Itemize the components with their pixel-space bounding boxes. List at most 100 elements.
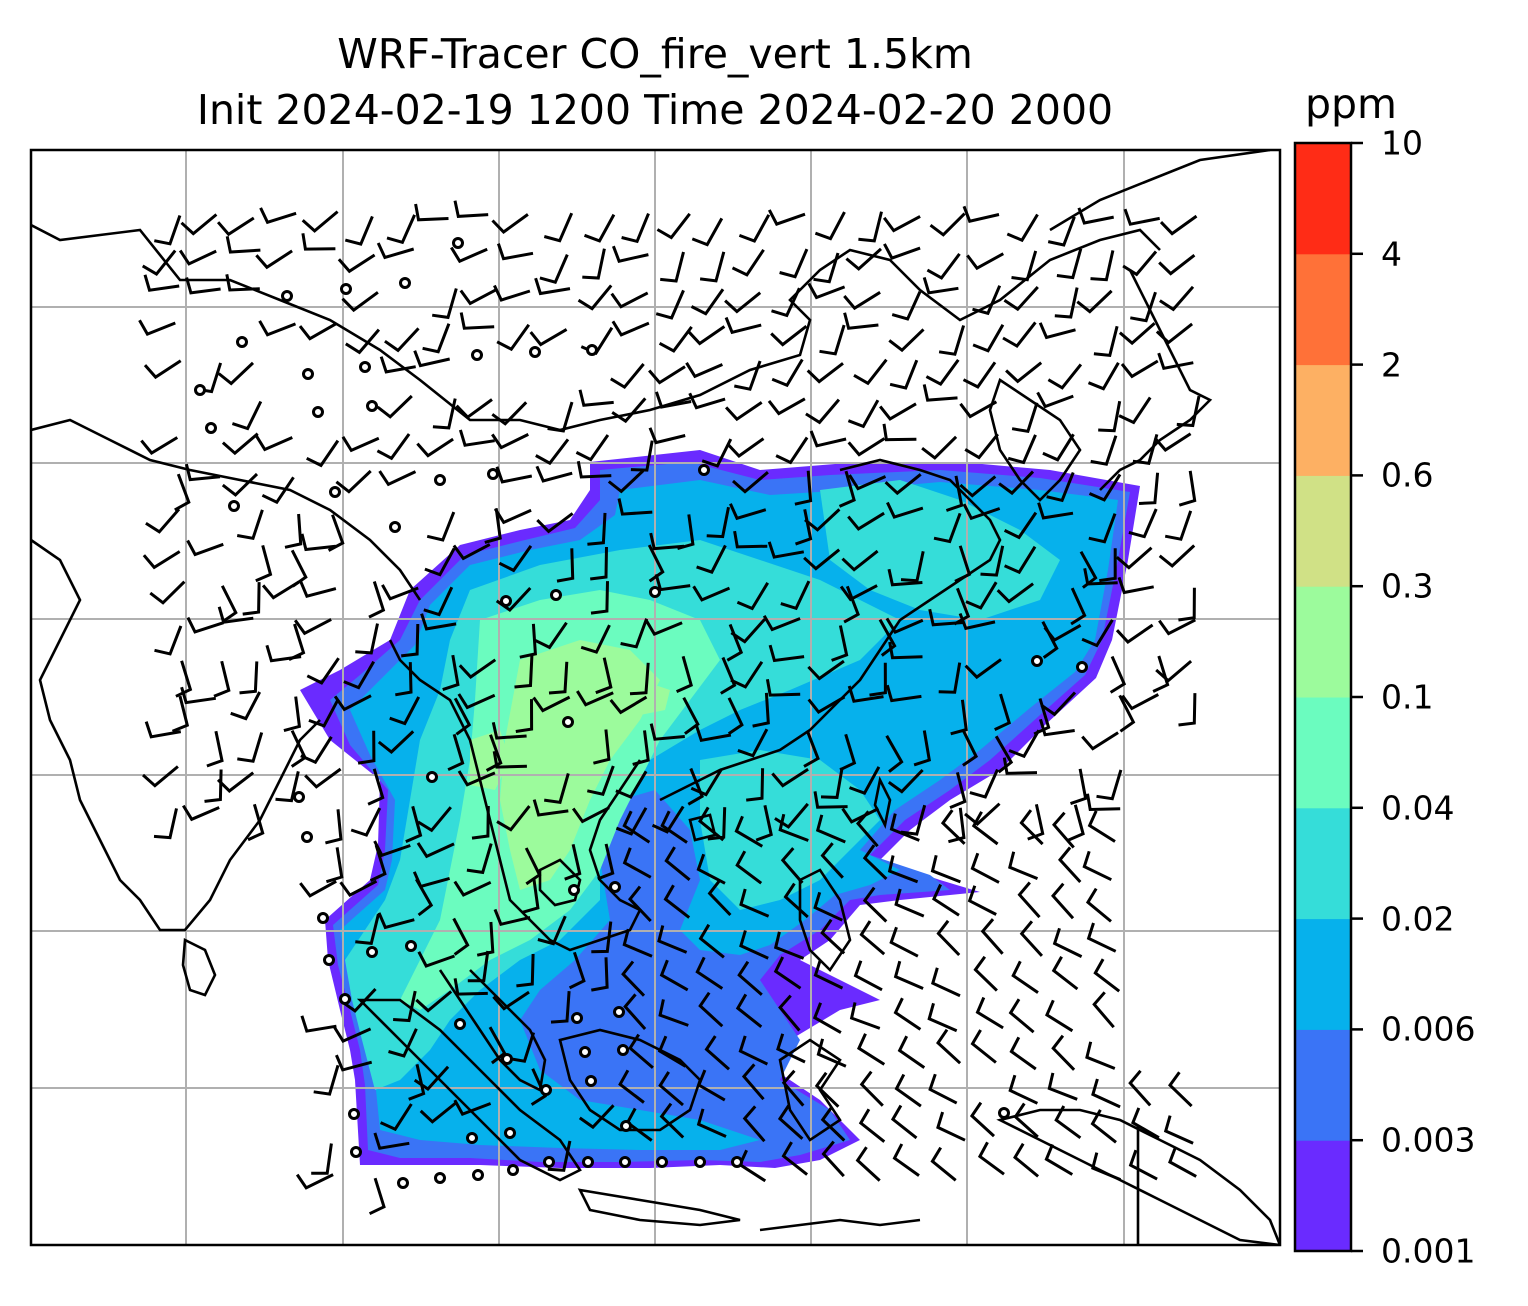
wind-barb	[453, 978, 488, 996]
wind-barb	[1082, 850, 1112, 882]
wind-barb	[996, 582, 1034, 604]
wind-barb	[856, 1033, 886, 1066]
calm-marker	[194, 384, 206, 396]
wind-barb	[774, 802, 809, 829]
wind-barb	[368, 581, 386, 619]
wind-barb	[1040, 691, 1077, 717]
wind-barb	[265, 644, 302, 663]
wind-barb	[660, 251, 685, 283]
wind-barb	[408, 1063, 426, 1101]
wind-barb	[998, 470, 1035, 496]
wind-barb	[536, 512, 574, 534]
wind-barb	[422, 323, 451, 354]
wind-barb	[1115, 623, 1154, 644]
wind-barb	[452, 543, 491, 561]
wind-barb	[781, 1141, 809, 1176]
wind-barb	[376, 433, 411, 461]
colorbar-tick-label: 0.001	[1381, 1231, 1476, 1271]
calm-marker	[613, 1006, 625, 1018]
wind-barb	[180, 213, 218, 236]
calm-marker	[649, 586, 661, 598]
wind-barb	[217, 606, 254, 624]
wind-barb	[298, 322, 337, 341]
wind-barb	[185, 277, 221, 295]
wind-barb	[622, 928, 653, 958]
calm-marker	[348, 1108, 360, 1120]
wind-barb	[736, 582, 769, 611]
wind-barb	[384, 327, 420, 353]
wind-barb	[442, 654, 460, 692]
coast-taiwan	[873, 776, 892, 829]
wind-barb	[1036, 391, 1074, 409]
wind-barb	[735, 993, 763, 1028]
wind-barb	[1011, 250, 1038, 282]
wind-barb	[471, 805, 490, 840]
wind-barb	[954, 545, 972, 583]
wind-barb	[1077, 207, 1114, 225]
wind-barb	[373, 840, 411, 858]
calm-marker	[302, 368, 314, 380]
wind-barb	[1117, 576, 1154, 595]
wind-barb	[889, 813, 920, 842]
wind-barb	[611, 320, 650, 337]
wind-barb	[994, 693, 1012, 731]
wind-barb	[767, 209, 806, 226]
calm-marker	[617, 1044, 629, 1056]
wind-barb	[313, 1064, 340, 1096]
wind-barb	[966, 252, 1005, 271]
wind-barb	[1052, 811, 1075, 849]
wind-barb	[847, 511, 885, 531]
wind-barb	[171, 695, 190, 733]
wind-barb	[543, 772, 570, 804]
wind-barb	[153, 808, 178, 840]
wind-barb	[576, 690, 614, 707]
calm-marker	[698, 464, 710, 476]
wind-barb	[416, 842, 455, 859]
wind-barb	[843, 585, 860, 624]
colorbar-tick-label: 2	[1381, 345, 1402, 385]
wind-barb	[1159, 214, 1198, 236]
wind-barb	[1088, 473, 1122, 502]
colorbar-bin	[1295, 697, 1351, 809]
wind-barb	[1155, 322, 1194, 345]
wind-barb	[781, 1069, 805, 1107]
wind-barb	[853, 358, 888, 386]
wind-barb	[466, 843, 493, 875]
wind-barb	[493, 284, 531, 302]
wind-barb	[514, 655, 534, 689]
wind-barb	[973, 955, 998, 992]
coast-sri-lanka	[181, 937, 217, 997]
wind-barb	[720, 656, 737, 695]
wind-barb	[455, 398, 493, 420]
wind-barb	[459, 288, 498, 306]
wind-barb	[578, 389, 614, 407]
calm-marker	[504, 1127, 516, 1139]
wind-barb	[1070, 587, 1087, 626]
wind-barb	[622, 810, 651, 844]
wind-barb	[1002, 757, 1038, 775]
calm-marker	[501, 1053, 513, 1065]
wind-barb	[184, 463, 221, 482]
wind-barb	[325, 809, 343, 845]
wind-barb	[485, 734, 503, 772]
colorbar-bin	[1295, 918, 1351, 1030]
wind-barb	[926, 253, 961, 280]
calm-marker	[389, 521, 401, 533]
calm-marker	[452, 237, 464, 249]
wind-barb	[590, 546, 608, 581]
wind-barb	[682, 696, 700, 735]
wind-barb	[628, 885, 652, 923]
wind-barb	[261, 580, 300, 600]
wind-barb	[450, 246, 488, 264]
colorbar-tick-label: 4	[1381, 234, 1402, 274]
wind-barb	[1003, 545, 1037, 575]
wind-barb	[591, 957, 609, 992]
wind-barb	[571, 806, 610, 824]
wind-barb	[412, 871, 451, 889]
wind-barb	[762, 614, 801, 632]
wind-barb	[803, 730, 820, 768]
wind-barb	[275, 771, 300, 803]
wind-barb	[182, 804, 220, 822]
calm-marker	[619, 1156, 631, 1168]
